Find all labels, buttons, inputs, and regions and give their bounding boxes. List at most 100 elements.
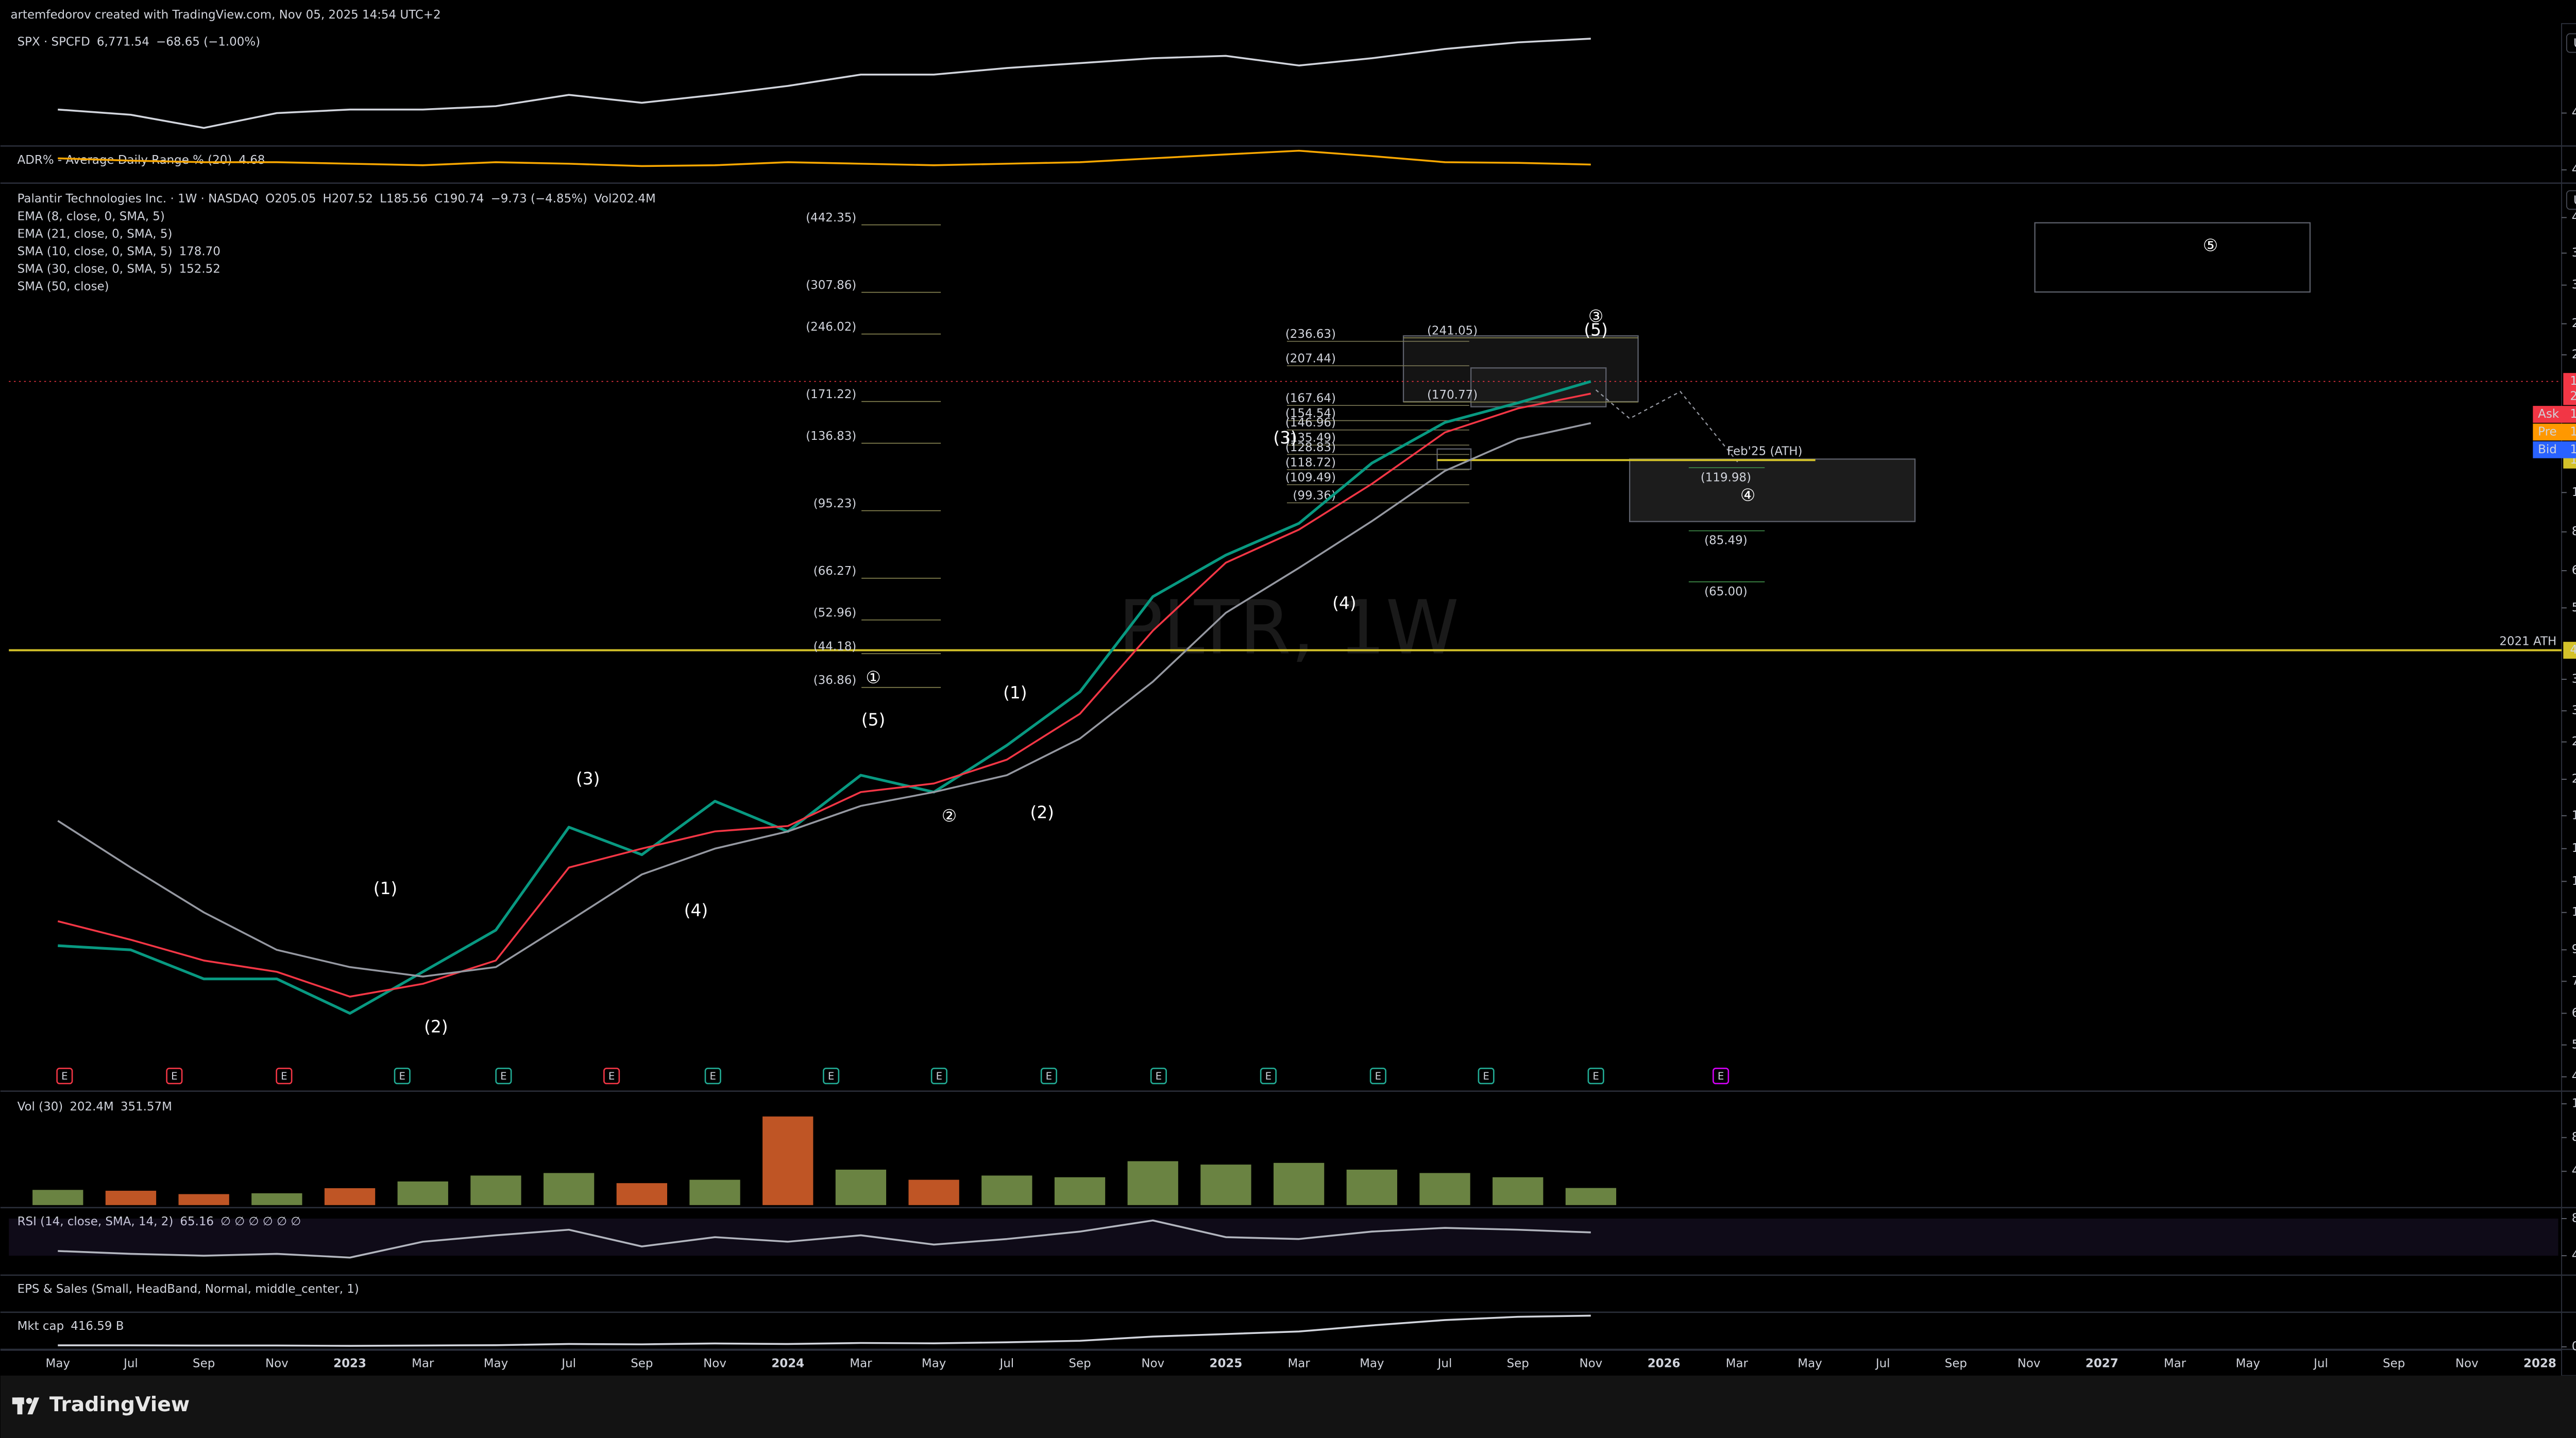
- volume-bar: [1565, 1188, 1617, 1205]
- watermark: PLTR, 1W: [1118, 585, 1459, 671]
- earnings-marker: [495, 1068, 512, 1085]
- x-tick-label: 2023: [333, 1357, 366, 1370]
- y-tick-label: 400M: [2572, 1165, 2576, 1178]
- level-name: Feb'25 (ATH): [1727, 444, 1802, 458]
- earnings-label: E: [281, 1070, 287, 1082]
- earnings-label: E: [1718, 1070, 1724, 1082]
- y-tick-label: 0: [2572, 1340, 2576, 1354]
- fib-label: (307.86): [806, 279, 856, 292]
- y-tick-label: 40.00: [2572, 1249, 2576, 1262]
- legend-text: C190.74: [434, 192, 484, 206]
- fib-label: (95.23): [814, 497, 857, 510]
- wave-label: ②: [942, 806, 957, 826]
- projection-path: [1595, 389, 1740, 465]
- y-tick-label: 7.60: [2572, 974, 2576, 988]
- y-tick-label: 69.00: [2572, 564, 2576, 577]
- fib-label: (442.35): [806, 211, 856, 225]
- wave-label: (4): [1332, 593, 1356, 613]
- legend-text: 65.16: [180, 1215, 214, 1228]
- volume-bar: [1419, 1173, 1470, 1205]
- fib-label: (154.54): [1285, 407, 1336, 420]
- y-tick-label: 4.55: [2572, 1070, 2576, 1083]
- x-tick-label: Sep: [2383, 1357, 2405, 1370]
- y-tick-label: 15.50: [2572, 842, 2576, 855]
- legend-text: SMA (50, close): [18, 280, 109, 294]
- series-line: [58, 1314, 1591, 1347]
- fib-label: (136.83): [806, 430, 856, 443]
- fib-label: (66.27): [814, 564, 857, 578]
- x-tick-label: May: [46, 1357, 70, 1370]
- volume-bar: [616, 1183, 667, 1205]
- earnings-label: E: [710, 1070, 716, 1082]
- currency-box: [2566, 33, 2576, 53]
- earnings-label: E: [1375, 1070, 1381, 1082]
- earnings-label: E: [171, 1070, 177, 1082]
- currency: USD: [2573, 194, 2576, 207]
- legend-text: EPS & Sales (Small, HeadBand, Normal, mi…: [18, 1282, 359, 1296]
- legend-text: ∅ ∅ ∅ ∅ ∅ ∅: [221, 1215, 301, 1228]
- earnings-marker: [1713, 1068, 1730, 1085]
- wave-label: (5): [861, 710, 885, 729]
- series-line: [58, 380, 1591, 1015]
- x-tick-label: Nov: [2455, 1357, 2479, 1370]
- wave-label: ③: [1588, 306, 1603, 326]
- legend-text: 202.4M: [70, 1100, 113, 1114]
- fib-label: (128.83): [1285, 441, 1336, 454]
- y-tick-label: 320.00: [2572, 278, 2576, 292]
- legend-text: H207.52: [323, 192, 373, 206]
- level-tag-label: 45.00: [2570, 643, 2576, 657]
- wave-label: (2): [424, 1017, 448, 1037]
- wave-label: (3): [1273, 428, 1297, 448]
- x-tick-label: May: [484, 1357, 508, 1370]
- x-tick-label: Nov: [703, 1357, 726, 1370]
- level-tag-label: 125.00: [2570, 453, 2576, 467]
- price-tag: [2533, 423, 2576, 441]
- fib-label: (171.22): [806, 388, 856, 401]
- currency: USD: [2573, 37, 2576, 50]
- x-tick-label: Jul: [123, 1357, 138, 1370]
- x-tick-label: Mar: [412, 1357, 434, 1370]
- x-tick-label: May: [2235, 1357, 2260, 1370]
- earnings-label: E: [828, 1070, 834, 1082]
- earnings-label: E: [1483, 1070, 1489, 1082]
- x-tick-label: Nov: [1580, 1357, 1603, 1370]
- y-tick-label: 4,000.00: [2572, 106, 2576, 119]
- x-tick-label: Sep: [631, 1357, 653, 1370]
- fib-label: (65.00): [1704, 585, 1748, 598]
- earnings-label: E: [936, 1070, 942, 1082]
- fib-label: (170.77): [1427, 388, 1478, 402]
- wave-label: (1): [1003, 683, 1027, 703]
- price-tag-label: 187.00: [2570, 443, 2576, 456]
- x-tick-label: Mar: [2164, 1357, 2187, 1370]
- fib-label: (44.18): [814, 640, 857, 654]
- fib-label: (36.86): [814, 674, 857, 687]
- y-tick-label: 85.00: [2572, 525, 2576, 538]
- legend-text: −68.65 (−1.00%): [156, 35, 260, 48]
- fib-label: (118.72): [1285, 456, 1336, 469]
- x-tick-label: Jul: [998, 1357, 1014, 1370]
- legend-text: 351.57M: [121, 1100, 172, 1114]
- earnings-marker: [704, 1068, 721, 1085]
- earnings-label: E: [1265, 1070, 1272, 1082]
- legend-text: 152.52: [179, 263, 221, 276]
- x-tick-label: Sep: [1945, 1357, 1967, 1370]
- series-line: [58, 38, 1591, 129]
- earnings-marker: [823, 1068, 840, 1085]
- earnings-marker: [1478, 1068, 1495, 1085]
- y-tick-label: 260.00: [2572, 317, 2576, 330]
- legend-text: RSI (14, close, SMA, 14, 2): [18, 1215, 174, 1228]
- volume-bar: [105, 1190, 157, 1205]
- fib-label: (246.02): [806, 320, 856, 334]
- legend-text: −9.73 (−4.85%): [491, 192, 587, 206]
- x-tick-label: 2025: [1210, 1357, 1243, 1370]
- legend-text: 4.68: [239, 153, 265, 167]
- earnings-marker: [1150, 1068, 1167, 1085]
- earnings-label: E: [61, 1070, 67, 1082]
- y-tick-label: 1.2 B: [2572, 1097, 2576, 1110]
- fib-label: (207.44): [1285, 352, 1336, 366]
- fib-label: (146.96): [1285, 416, 1336, 430]
- y-tick-label: 380.00: [2572, 246, 2576, 260]
- earnings-marker: [930, 1068, 947, 1085]
- series-line: [58, 149, 1591, 167]
